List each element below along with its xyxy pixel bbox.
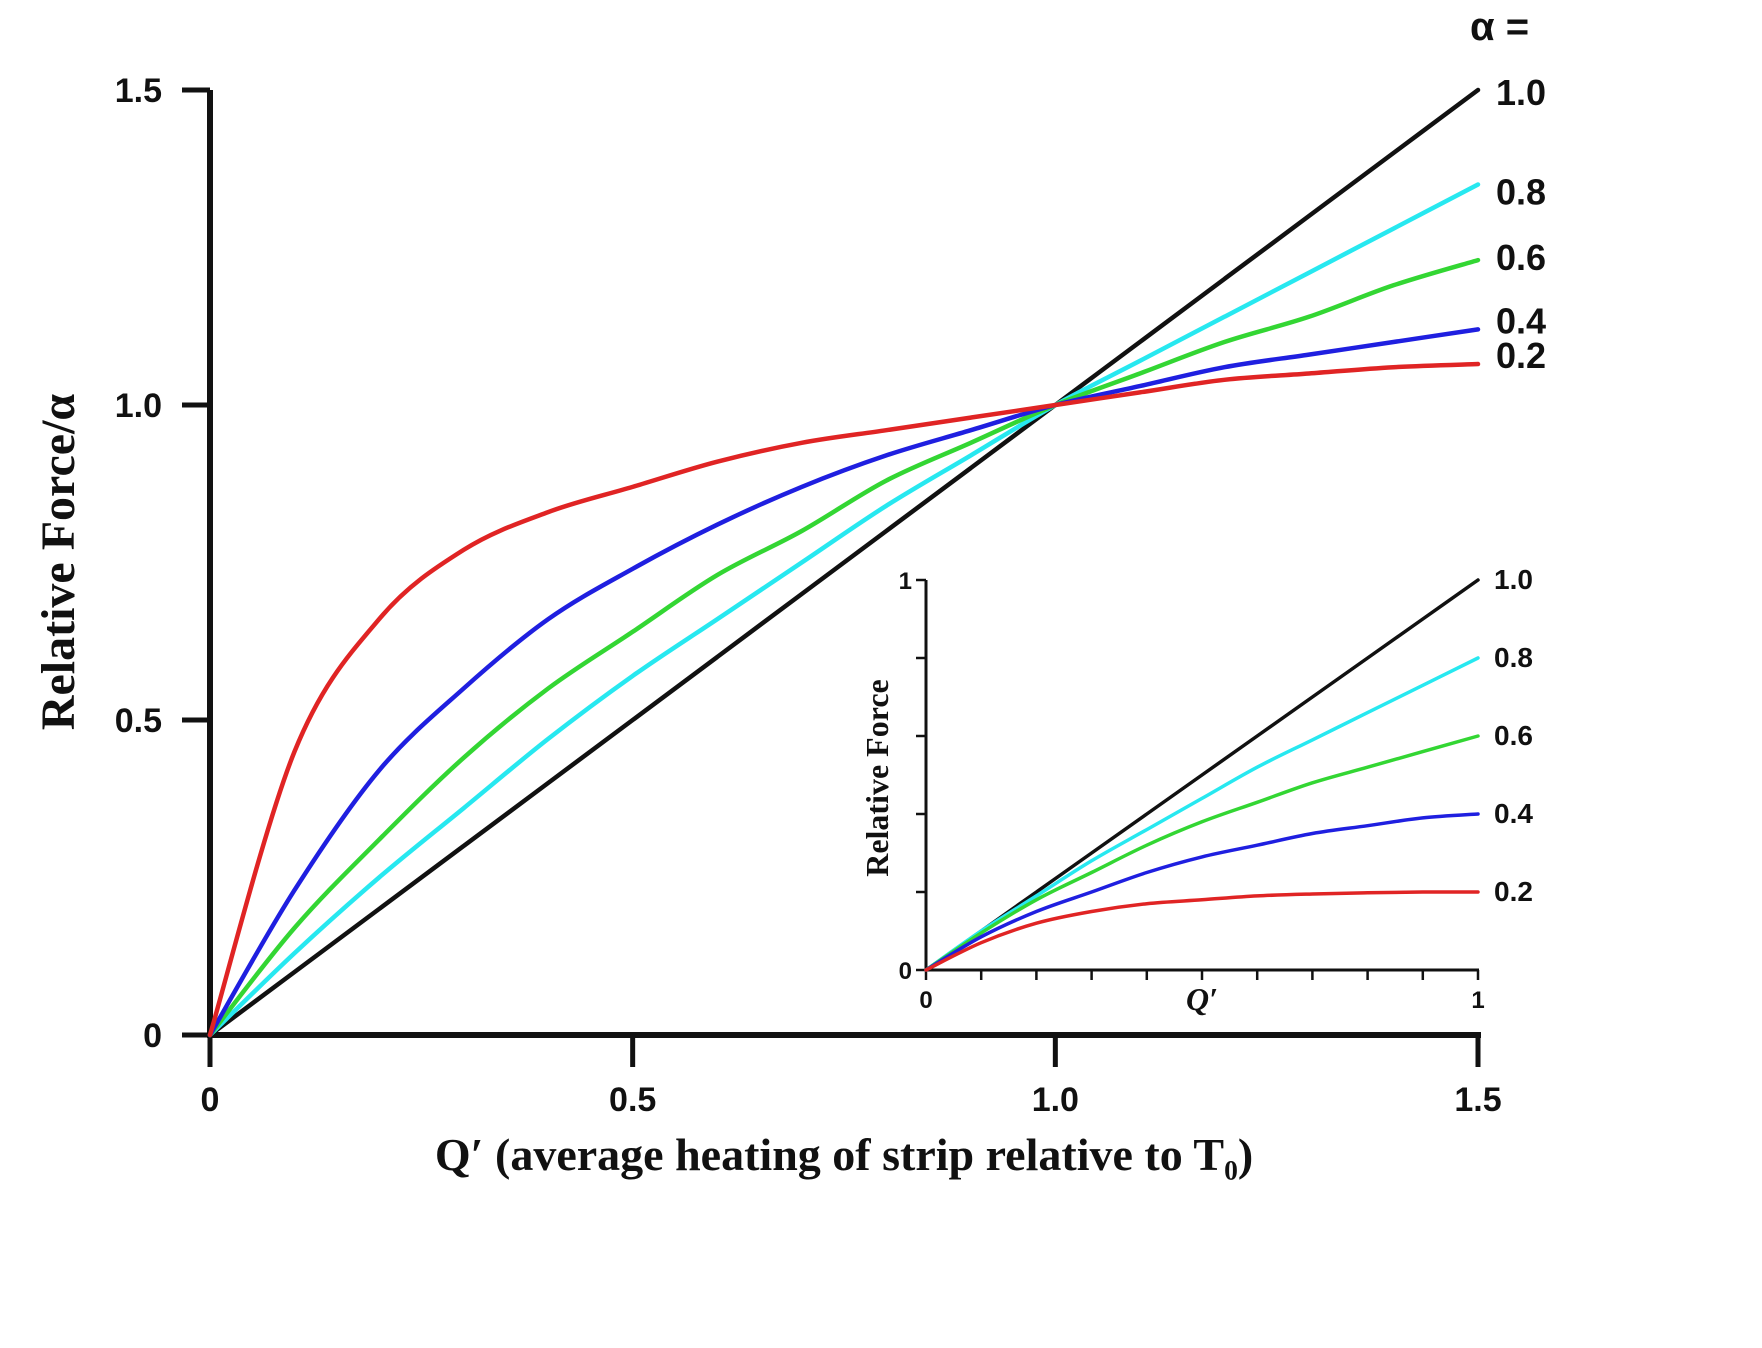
inset-x-tick-label: 1	[1471, 987, 1484, 1014]
inset-x-axis-title: Q′	[1186, 981, 1218, 1017]
inset-series-line-0.6	[924, 734, 1480, 972]
main-series-line-0.8	[207, 182, 1481, 1038]
main-x-tick-label: 0.5	[609, 1081, 656, 1119]
inset-y-tick-label: 0	[899, 958, 912, 985]
main-x-tick-label: 1.5	[1454, 1081, 1501, 1119]
main-x-tick-label: 1.0	[1032, 1081, 1079, 1119]
main-series-line-0.2	[207, 361, 1481, 1038]
legend-title: α =	[1470, 5, 1529, 49]
inset-series-label-0.4: 0.4	[1494, 798, 1533, 829]
main-series-line-0.4	[207, 327, 1481, 1038]
inset-series-line-0.4	[924, 812, 1480, 972]
main-series-label-0.4: 0.4	[1496, 300, 1546, 341]
inset-series-label-1.0: 1.0	[1494, 564, 1533, 595]
inset-series-label-0.8: 0.8	[1494, 642, 1533, 673]
main-y-tick-label: 0.5	[115, 702, 162, 740]
main-y-axis-title: Relative Force/α	[32, 394, 85, 731]
inset-series-label-0.2: 0.2	[1494, 876, 1533, 907]
main-series-label-1.0: 1.0	[1496, 72, 1546, 113]
inset-series-line-0.8	[924, 656, 1480, 972]
inset-y-tick-label: 1	[899, 568, 912, 595]
main-series-line-0.6	[207, 257, 1481, 1038]
main-y-tick-label: 0	[143, 1017, 162, 1055]
inset-series-line-0.2	[924, 890, 1480, 972]
main-series-label-0.2: 0.2	[1496, 335, 1546, 376]
main-y-tick-label: 1.5	[115, 72, 162, 110]
inset-y-axis-title: Relative Force	[859, 679, 895, 877]
inset-series-label-0.6: 0.6	[1494, 720, 1533, 751]
main-y-tick-label: 1.0	[115, 387, 162, 425]
main-x-tick-label: 0	[201, 1081, 220, 1119]
main-series-label-0.6: 0.6	[1496, 237, 1546, 278]
inset-series-line-1.0	[924, 578, 1480, 972]
main-series-line-1.0	[207, 87, 1481, 1038]
main-x-axis-title: Q′ (average heating of strip relative to…	[435, 1129, 1253, 1180]
main-series-label-0.8: 0.8	[1496, 172, 1546, 213]
inset-x-tick-label: 0	[919, 987, 932, 1014]
